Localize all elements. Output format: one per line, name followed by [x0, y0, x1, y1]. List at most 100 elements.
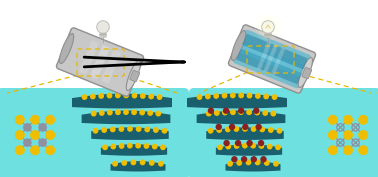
Circle shape [124, 93, 129, 98]
Circle shape [272, 95, 277, 99]
FancyBboxPatch shape [263, 44, 278, 73]
Circle shape [119, 144, 124, 148]
Circle shape [256, 124, 261, 129]
Circle shape [260, 19, 276, 35]
Polygon shape [226, 161, 280, 172]
Circle shape [344, 146, 352, 155]
Circle shape [107, 93, 112, 98]
Circle shape [103, 145, 107, 150]
Circle shape [149, 94, 153, 99]
Circle shape [258, 17, 278, 37]
Polygon shape [110, 161, 166, 172]
Circle shape [237, 161, 242, 165]
Polygon shape [91, 127, 169, 140]
Circle shape [148, 111, 152, 115]
Circle shape [223, 110, 227, 115]
Circle shape [234, 144, 239, 148]
Circle shape [46, 146, 54, 155]
Circle shape [243, 144, 247, 148]
Circle shape [39, 124, 46, 131]
Circle shape [15, 146, 24, 155]
Circle shape [153, 128, 158, 132]
Circle shape [255, 110, 259, 115]
Circle shape [231, 110, 235, 115]
Circle shape [131, 160, 136, 165]
Circle shape [344, 116, 352, 124]
FancyBboxPatch shape [257, 42, 271, 70]
FancyBboxPatch shape [242, 34, 308, 69]
Circle shape [254, 108, 259, 113]
Circle shape [132, 93, 137, 98]
Circle shape [328, 116, 337, 124]
Circle shape [260, 127, 265, 132]
Circle shape [256, 14, 280, 40]
Circle shape [239, 93, 243, 98]
Circle shape [262, 21, 274, 33]
Circle shape [234, 127, 239, 131]
FancyBboxPatch shape [90, 45, 110, 79]
Circle shape [359, 116, 367, 124]
FancyBboxPatch shape [302, 67, 311, 79]
Circle shape [15, 116, 24, 124]
Circle shape [243, 127, 247, 131]
Circle shape [224, 141, 229, 146]
Polygon shape [206, 127, 284, 140]
Circle shape [218, 145, 222, 150]
Circle shape [91, 94, 95, 99]
Circle shape [116, 110, 120, 115]
Circle shape [31, 116, 39, 124]
Polygon shape [197, 110, 285, 124]
Circle shape [247, 110, 251, 115]
Circle shape [93, 129, 98, 133]
Circle shape [111, 144, 116, 149]
Circle shape [124, 110, 128, 114]
Circle shape [359, 131, 367, 139]
Circle shape [31, 146, 39, 155]
Circle shape [97, 21, 109, 33]
Circle shape [232, 157, 237, 162]
Circle shape [251, 157, 256, 162]
Circle shape [228, 162, 232, 166]
FancyBboxPatch shape [236, 49, 302, 84]
Circle shape [344, 131, 352, 139]
Circle shape [141, 94, 145, 98]
Circle shape [263, 111, 267, 115]
Circle shape [206, 94, 210, 99]
Circle shape [269, 128, 273, 132]
Circle shape [251, 144, 256, 148]
Circle shape [264, 94, 268, 99]
Circle shape [46, 131, 54, 139]
Ellipse shape [232, 30, 246, 61]
Circle shape [157, 95, 162, 99]
Circle shape [226, 127, 230, 132]
Circle shape [140, 110, 144, 115]
Circle shape [259, 141, 263, 146]
Circle shape [152, 144, 157, 149]
Circle shape [15, 131, 24, 139]
Polygon shape [216, 144, 282, 156]
Circle shape [24, 139, 31, 146]
Ellipse shape [59, 33, 74, 64]
Circle shape [116, 93, 120, 98]
Circle shape [150, 161, 154, 165]
Circle shape [144, 144, 149, 148]
FancyBboxPatch shape [101, 50, 121, 84]
Circle shape [128, 127, 132, 131]
Circle shape [24, 124, 31, 131]
FancyBboxPatch shape [233, 30, 311, 88]
Circle shape [235, 141, 240, 146]
Circle shape [214, 94, 218, 98]
Circle shape [136, 127, 141, 131]
Circle shape [223, 108, 229, 113]
Circle shape [328, 146, 337, 155]
Circle shape [99, 94, 103, 98]
Ellipse shape [298, 58, 313, 88]
Circle shape [162, 129, 167, 133]
Circle shape [247, 141, 252, 146]
Circle shape [31, 131, 39, 139]
FancyBboxPatch shape [228, 25, 316, 93]
Circle shape [247, 93, 252, 98]
Ellipse shape [126, 60, 141, 90]
Circle shape [277, 129, 282, 133]
Circle shape [102, 128, 106, 132]
